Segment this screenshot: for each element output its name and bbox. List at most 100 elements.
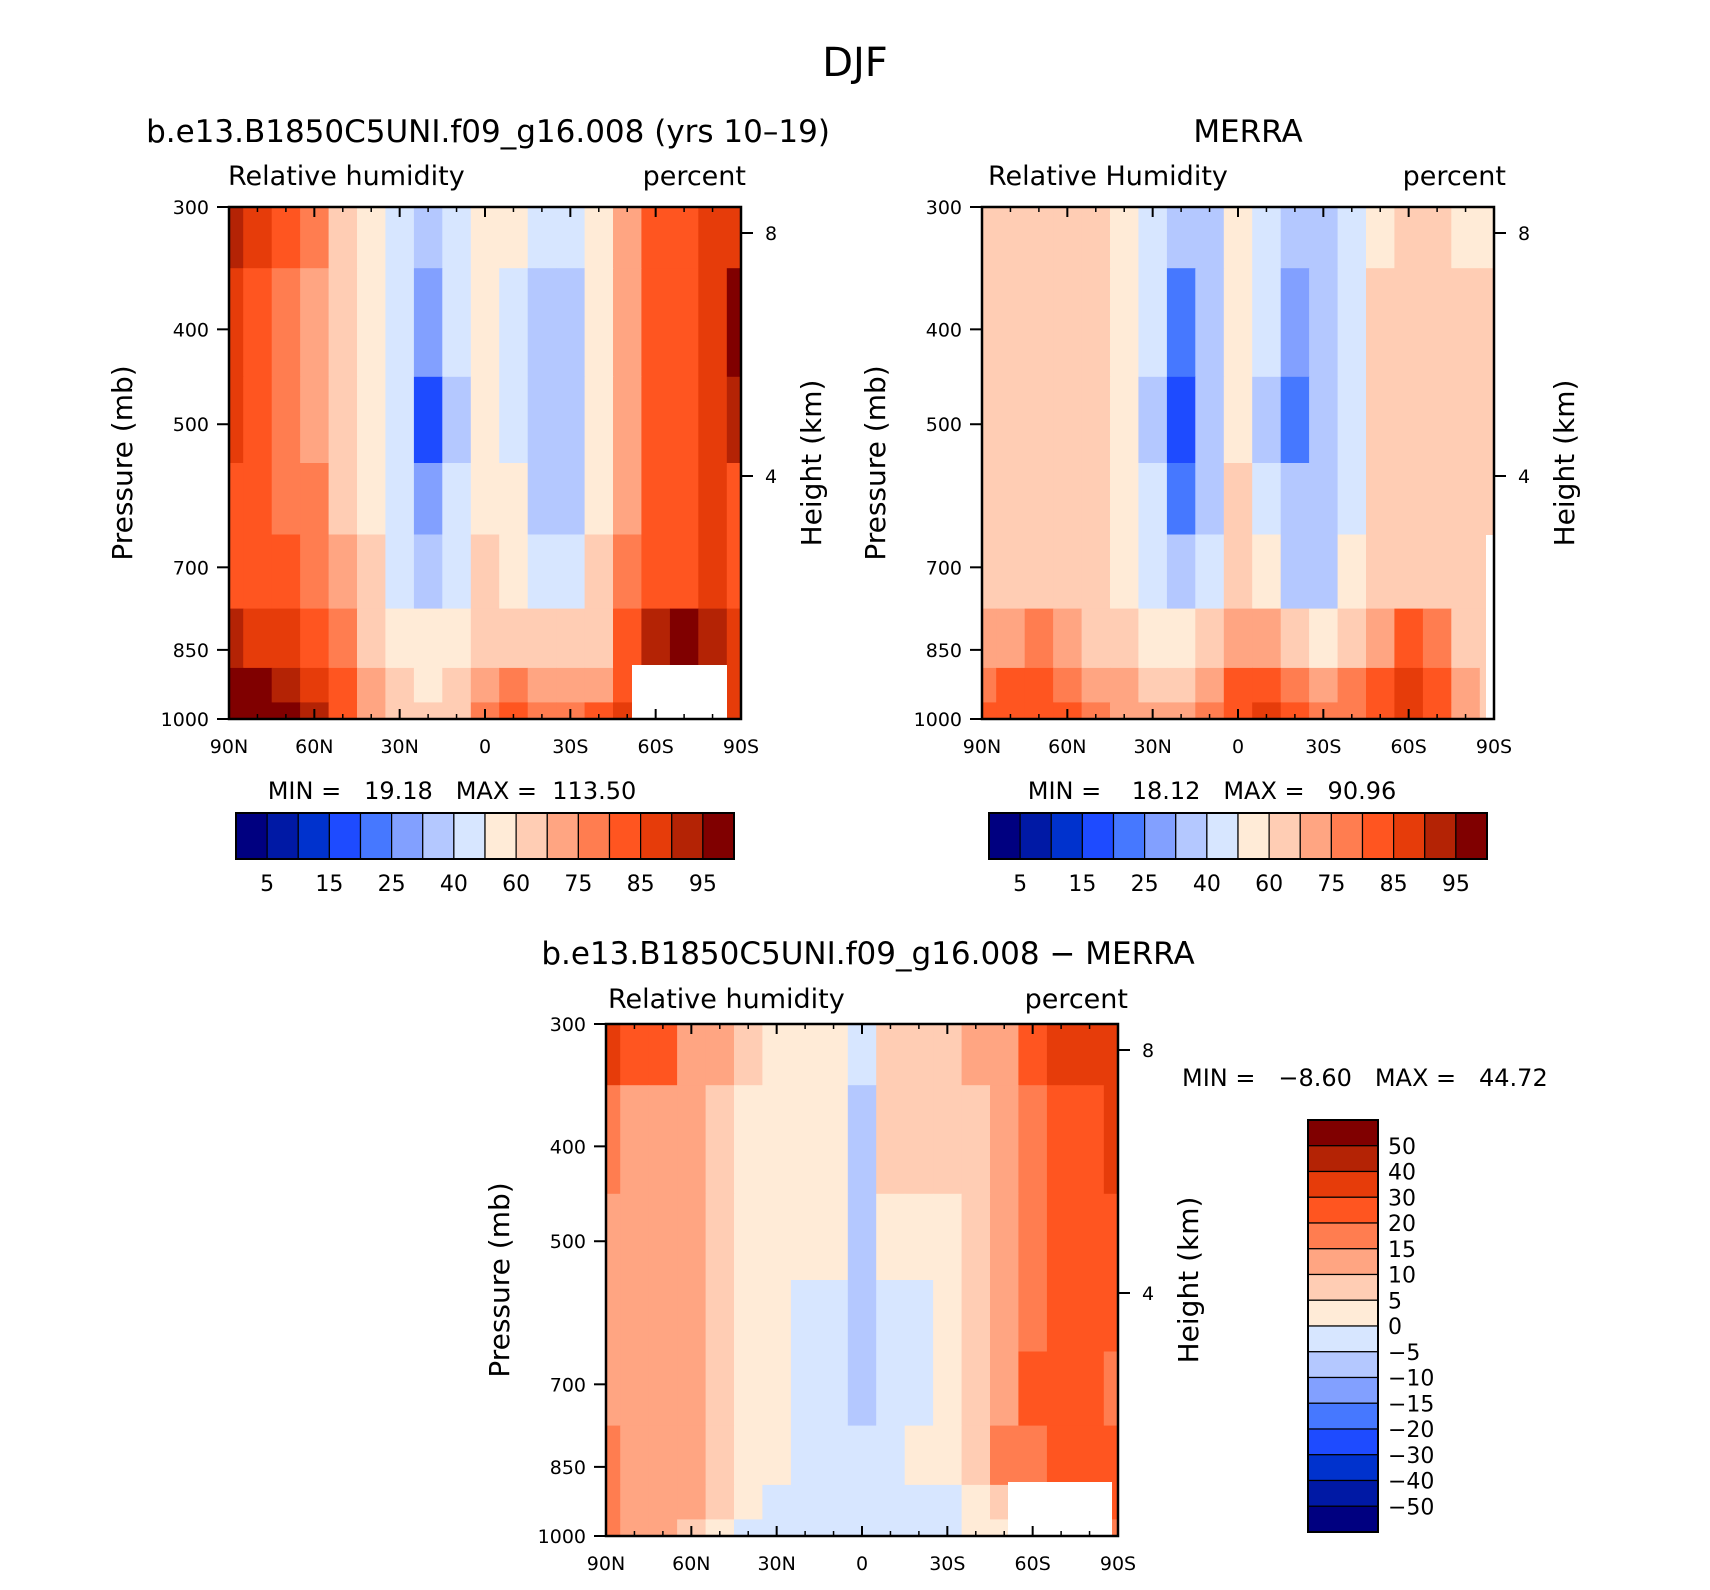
x-tick-label: 90N <box>587 1553 625 1575</box>
field-cell <box>904 1519 934 1537</box>
field-cell <box>613 534 642 610</box>
x-tick-label: 0 <box>479 736 491 758</box>
height-axis-label: Height (km) <box>795 380 828 547</box>
field-cell <box>762 1024 792 1086</box>
field-cell <box>876 1351 906 1427</box>
min-max-stats: MIN = 18.12 MAX = 90.96 <box>1028 777 1397 805</box>
colorbar-label: 60 <box>1255 872 1283 897</box>
field-cell <box>734 1024 763 1086</box>
field-cell <box>648 1024 678 1086</box>
x-tick-label: 60S <box>638 736 674 758</box>
colorbar-box <box>1307 1273 1379 1301</box>
colorbar: 5 15 25 40 60 75 85 95 <box>235 812 735 897</box>
field-cell <box>470 667 500 704</box>
field-cell <box>677 1425 707 1486</box>
field-cell <box>876 1024 906 1086</box>
field-cell <box>328 376 358 464</box>
field-cell <box>982 207 997 269</box>
field-cell <box>1110 268 1139 378</box>
field-cell <box>606 1425 621 1486</box>
field-cell <box>328 702 358 720</box>
field-cell <box>990 1351 1019 1427</box>
field-cell <box>620 1085 650 1195</box>
field-cell <box>1280 207 1310 269</box>
field-cell <box>904 1193 934 1281</box>
field-cell <box>1252 667 1282 704</box>
field-cell <box>790 1280 820 1353</box>
field-cell <box>328 667 358 704</box>
field-cell <box>933 1085 963 1195</box>
field-cell <box>933 1193 963 1281</box>
field-cell <box>982 702 997 720</box>
field-cell <box>819 1425 849 1486</box>
field-cell <box>606 1024 621 1086</box>
field-cell <box>876 1519 906 1537</box>
field-cell <box>243 268 273 378</box>
field-cell <box>413 702 443 720</box>
field-cell <box>1223 268 1253 378</box>
field-cell <box>229 207 244 269</box>
field-cell <box>1103 1351 1119 1427</box>
field-cell <box>1166 534 1196 610</box>
colorbar-box <box>1019 812 1052 860</box>
field-cell <box>705 1280 735 1353</box>
field-cell <box>847 1193 877 1281</box>
field-cell <box>499 463 529 536</box>
field-cell <box>243 702 273 720</box>
field-cell <box>1337 268 1367 378</box>
field-cell <box>1195 463 1225 536</box>
colorbar-label: 40 <box>440 872 468 897</box>
field-cell <box>243 667 273 704</box>
field-cell <box>669 463 699 536</box>
colorbar: 5 15 25 40 60 75 85 95 <box>988 812 1488 897</box>
field-cell <box>271 534 301 610</box>
field-cell <box>606 1351 621 1427</box>
colorbar-box <box>1112 812 1146 860</box>
colorbar-label: 40 <box>1193 872 1221 897</box>
field-cell <box>762 1484 792 1521</box>
field-cells <box>229 207 742 720</box>
x-tick-label: 90S <box>723 736 759 758</box>
field-cell <box>641 534 671 610</box>
field-cell <box>648 1085 678 1195</box>
colorbar-label: −30 <box>1388 1444 1434 1469</box>
height-tick-label: 8 <box>765 223 777 245</box>
field-cell <box>1309 534 1339 610</box>
field-cell <box>229 534 244 610</box>
missing-data-area <box>1008 1482 1112 1536</box>
field-cell <box>677 1280 707 1353</box>
field-cell <box>606 1193 621 1281</box>
field-cell <box>413 667 443 704</box>
field-cell <box>1223 608 1253 669</box>
field-cell <box>790 1484 820 1521</box>
field-cell <box>677 1351 707 1427</box>
field-cell <box>1053 534 1083 610</box>
colorbar-box <box>266 812 299 860</box>
field-cell <box>1337 608 1367 669</box>
colorbar-box <box>1307 1402 1379 1430</box>
field-cell <box>790 1425 820 1486</box>
field-cell <box>584 207 614 269</box>
colorbar-label: −50 <box>1388 1495 1434 1520</box>
field-cell <box>1081 608 1111 669</box>
field-cell <box>620 1193 650 1281</box>
colorbar-frame <box>988 812 1488 860</box>
field-cell <box>1252 376 1282 464</box>
field-cell <box>1110 376 1139 464</box>
field-cell <box>385 207 415 269</box>
field-cell <box>819 1484 849 1521</box>
field-cell <box>933 1024 963 1086</box>
colorbar-box <box>235 812 268 860</box>
field-cell <box>1394 463 1424 536</box>
field-cell <box>1309 268 1339 378</box>
colorbar-label: 75 <box>564 872 592 897</box>
field-cell <box>1046 1351 1076 1427</box>
field-cell <box>847 1024 877 1086</box>
field-cell <box>996 207 1026 269</box>
field-cell <box>1075 1193 1105 1281</box>
colorbar-frame <box>1307 1119 1379 1533</box>
colorbar-label: 15 <box>1388 1238 1416 1263</box>
field-cell <box>933 1351 963 1427</box>
field-cell <box>961 1351 991 1427</box>
field-cell <box>470 534 500 610</box>
